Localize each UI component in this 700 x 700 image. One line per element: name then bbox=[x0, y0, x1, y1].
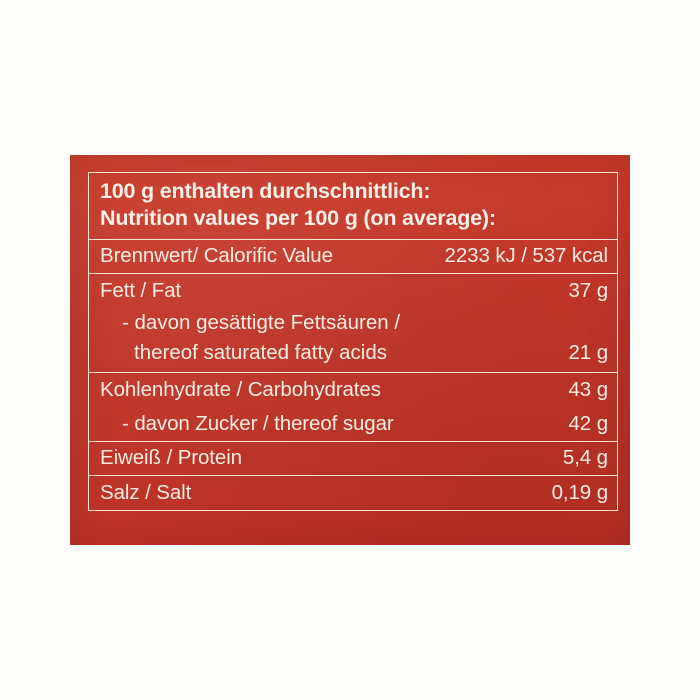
nutrition-label-panel: 100 g enthalten durchschnittlich: Nutrit… bbox=[70, 155, 630, 545]
table-row-sugar: - davon Zucker / thereof sugar 42 g bbox=[89, 407, 617, 441]
table-group-carbohydrates: Kohlenhydrate / Carbohydrates 43 g - dav… bbox=[89, 373, 617, 442]
heading-line-german: 100 g enthalten durchschnittlich: bbox=[100, 179, 431, 203]
row-label: - davon Zucker / thereof sugar bbox=[122, 412, 394, 435]
row-label: Fett / Fat bbox=[100, 279, 182, 302]
row-value: 5,4 g bbox=[562, 446, 608, 469]
row-value: 21 g bbox=[568, 341, 609, 364]
row-label: Brennwert/ Calorific Value bbox=[100, 244, 333, 267]
nutrition-table: 100 g enthalten durchschnittlich: Nutrit… bbox=[88, 172, 618, 511]
row-value: 0,19 g bbox=[551, 481, 609, 504]
table-row-protein: Eiweiß / Protein 5,4 g bbox=[89, 442, 617, 476]
table-group-fat: Fett / Fat 37 g - davon gesättigte Fetts… bbox=[89, 274, 617, 373]
row-label-line-german: - davon gesättigte Fettsäuren / bbox=[122, 311, 401, 334]
row-value: 43 g bbox=[568, 378, 609, 401]
table-row-saturated-fatty-acids: - davon gesättigte Fettsäuren / thereof … bbox=[89, 308, 617, 372]
row-label-line-english-with-value: thereof saturated fatty acids 21 g bbox=[100, 338, 608, 368]
row-value: 42 g bbox=[568, 412, 609, 435]
row-label: Salz / Salt bbox=[100, 481, 192, 504]
table-row-fat: Fett / Fat 37 g bbox=[89, 274, 617, 308]
row-label-line-english: thereof saturated fatty acids bbox=[134, 341, 387, 364]
nutrition-table-heading: 100 g enthalten durchschnittlich: Nutrit… bbox=[89, 173, 617, 240]
row-label: Kohlenhydrate / Carbohydrates bbox=[100, 378, 381, 401]
heading-line-english: Nutrition values per 100 g (on average): bbox=[100, 206, 496, 230]
row-value: 37 g bbox=[568, 279, 609, 302]
table-row-carbohydrates: Kohlenhydrate / Carbohydrates 43 g bbox=[89, 373, 617, 407]
table-row-salt: Salz / Salt 0,19 g bbox=[89, 476, 617, 510]
table-row-calorific-value: Brennwert/ Calorific Value 2233 kJ / 537… bbox=[89, 240, 617, 274]
row-label: Eiweiß / Protein bbox=[100, 446, 242, 469]
row-value: 2233 kJ / 537 kcal bbox=[444, 244, 609, 267]
